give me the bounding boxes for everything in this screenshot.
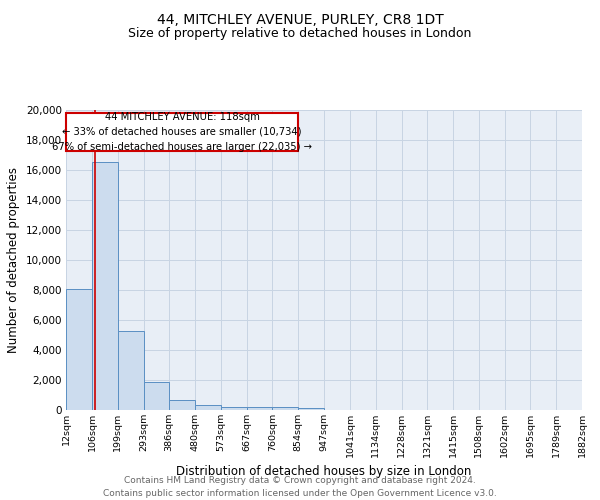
Text: 44, MITCHLEY AVENUE, PURLEY, CR8 1DT: 44, MITCHLEY AVENUE, PURLEY, CR8 1DT: [157, 12, 443, 26]
Text: Size of property relative to detached houses in London: Size of property relative to detached ho…: [128, 28, 472, 40]
Bar: [195, 406, 221, 410]
Bar: [298, 408, 324, 410]
Bar: [143, 382, 169, 410]
Bar: [118, 330, 143, 410]
Text: 44 MITCHLEY AVENUE: 118sqm
← 33% of detached houses are smaller (10,734)
67% of : 44 MITCHLEY AVENUE: 118sqm ← 33% of deta…: [52, 112, 312, 152]
Y-axis label: Number of detached properties: Number of detached properties: [7, 167, 20, 353]
Bar: [247, 407, 272, 410]
Bar: [92, 162, 118, 410]
Bar: [169, 400, 195, 410]
FancyBboxPatch shape: [66, 113, 298, 150]
Bar: [272, 408, 298, 410]
Bar: [221, 406, 247, 410]
Text: Contains HM Land Registry data © Crown copyright and database right 2024.
Contai: Contains HM Land Registry data © Crown c…: [103, 476, 497, 498]
Bar: [66, 288, 92, 410]
X-axis label: Distribution of detached houses by size in London: Distribution of detached houses by size …: [176, 466, 472, 478]
